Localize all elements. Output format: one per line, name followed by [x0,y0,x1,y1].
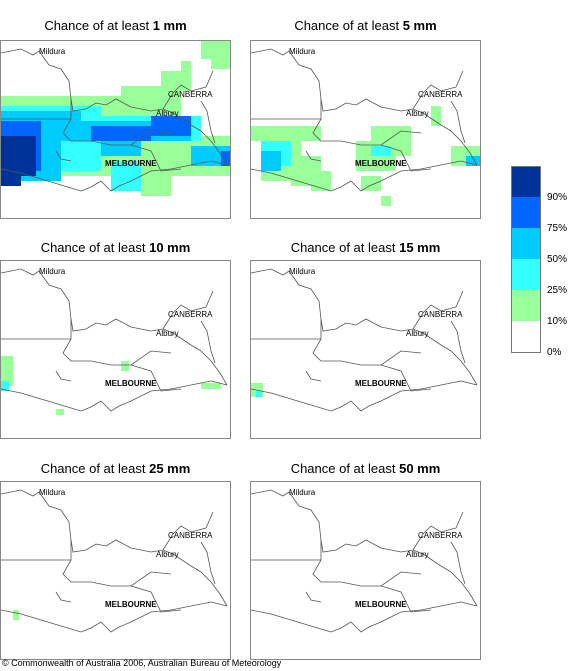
label-albury: Albury [156,109,179,118]
panel-title: Chance of at least 1 mm [44,18,187,33]
map-5mm: Mildura CANBERRA Albury MELBOURNE [250,40,481,219]
legend-swatch-75 [511,197,541,228]
map-25mm: Mildura CANBERRA Albury MELBOURNE [0,481,231,660]
label-mildura: Mildura [39,267,66,276]
legend-label-75: 75% [547,223,568,234]
rain-overlay [1,41,230,196]
legend-label-50: 50% [547,254,568,265]
label-canberra: CANBERRA [168,90,213,99]
label-mildura: Mildura [289,267,316,276]
panel-title: Chance of at least 15 mm [290,240,441,255]
map-50mm: Mildura CANBERRA Albury MELBOURNE [250,481,481,660]
legend-label-10: 10% [547,316,568,327]
label-melbourne: MELBOURNE [355,600,407,609]
label-canberra: CANBERRA [418,90,463,99]
copyright-notice: © Commonwealth of Australia 2006, Austra… [2,658,282,668]
state-borders [1,48,228,192]
rain-overlay [1,356,221,415]
legend-label-0: 0% [547,347,562,358]
label-canberra: CANBERRA [418,310,463,319]
label-melbourne: MELBOURNE [105,600,157,609]
legend-swatch-90 [511,166,541,198]
map-10mm: Mildura CANBERRA Albury MELBOURNE [0,260,231,439]
label-mildura: Mildura [289,488,316,497]
label-albury: Albury [156,550,179,559]
legend-swatch-10 [511,290,541,321]
legend-swatch-50 [511,228,541,259]
label-albury: Albury [406,550,429,559]
label-mildura: Mildura [39,488,66,497]
map-1mm: Mildura CANBERRA Albury MELBOURNE [0,40,231,219]
state-borders [1,489,228,633]
label-canberra: CANBERRA [168,531,213,540]
label-mildura: Mildura [289,47,316,56]
rain-overlay [251,106,480,206]
label-albury: Albury [406,329,429,338]
panel-title: Chance of at least 5 mm [294,18,437,33]
map-15mm: Mildura CANBERRA Albury MELBOURNE [250,260,481,439]
legend-swatch-25 [511,259,541,290]
label-albury: Albury [156,329,179,338]
label-canberra: CANBERRA [418,531,463,540]
state-borders [1,268,228,412]
state-borders [251,268,478,412]
legend-label-90: 90% [547,192,568,203]
rain-overlay [13,610,19,620]
legend-label-25: 25% [547,285,568,296]
label-melbourne: MELBOURNE [355,159,407,168]
label-albury: Albury [406,109,429,118]
state-borders [251,48,478,192]
label-melbourne: MELBOURNE [105,159,157,168]
state-borders [251,489,478,633]
label-canberra: CANBERRA [168,310,213,319]
panel-title: Chance of at least 50 mm [290,461,441,476]
label-melbourne: MELBOURNE [105,379,157,388]
label-mildura: Mildura [39,47,66,56]
legend-swatch-0 [511,321,541,353]
panel-title: Chance of at least 25 mm [40,461,191,476]
panel-title: Chance of at least 10 mm [40,240,191,255]
label-melbourne: MELBOURNE [355,379,407,388]
